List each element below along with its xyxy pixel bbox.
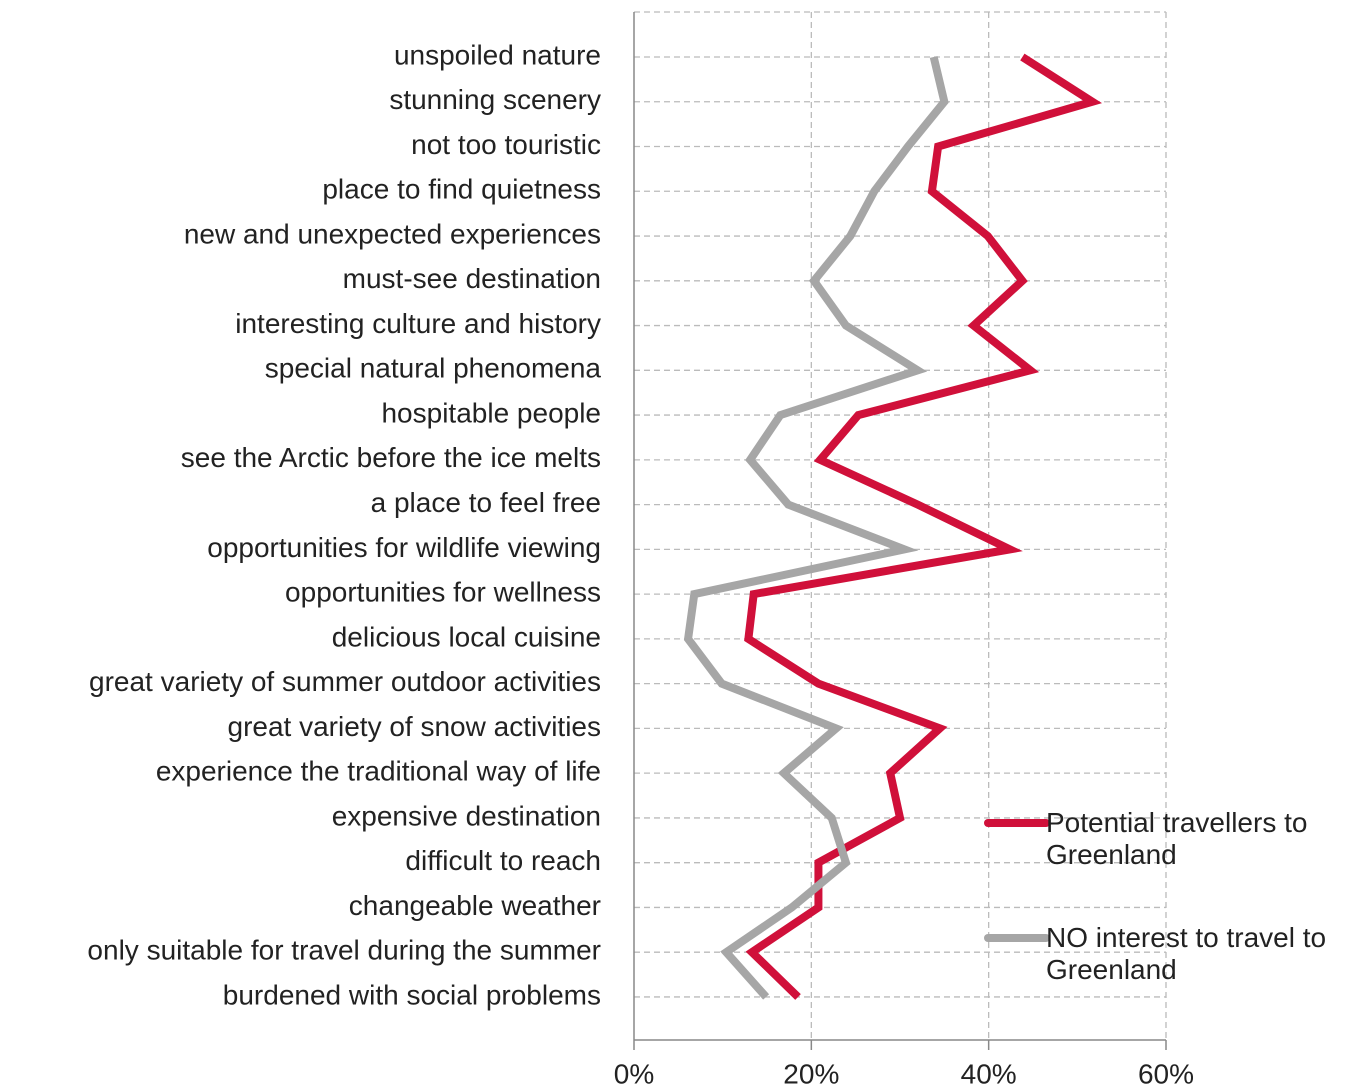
category-label: a place to feel free — [371, 487, 601, 518]
category-label: opportunities for wellness — [285, 577, 601, 608]
category-label: expensive destination — [332, 800, 601, 831]
series-line — [683, 56, 949, 1000]
category-label: burdened with social problems — [223, 979, 601, 1010]
category-label: hospitable people — [381, 397, 601, 428]
category-label: not too touristic — [411, 129, 601, 160]
legend-label: Potential travellers to Greenland — [1046, 807, 1308, 870]
category-label: new and unexpected experiences — [184, 218, 601, 249]
category-label: great variety of summer outdoor activiti… — [89, 666, 601, 697]
legend-label: NO interest to travel to Greenland — [1046, 922, 1327, 985]
category-label: changeable weather — [349, 890, 601, 921]
x-tick-label: 0% — [614, 1058, 654, 1089]
category-label: experience the traditional way of life — [156, 756, 601, 787]
category-label: difficult to reach — [405, 845, 601, 876]
category-label: only suitable for travel during the summ… — [87, 935, 601, 966]
category-label: stunning scenery — [389, 84, 601, 115]
category-label: place to find quietness — [322, 174, 601, 205]
category-label: unspoiled nature — [394, 39, 601, 70]
category-label: special natural phenomena — [265, 353, 602, 384]
x-tick-label: 20% — [783, 1058, 839, 1089]
category-label: interesting culture and history — [235, 308, 601, 339]
series-line — [744, 53, 1103, 1000]
category-label: delicious local cuisine — [332, 621, 601, 652]
category-label: see the Arctic before the ice melts — [181, 442, 601, 473]
x-tick-label: 40% — [961, 1058, 1017, 1089]
category-label: must-see destination — [343, 263, 601, 294]
category-label: opportunities for wildlife viewing — [207, 532, 601, 563]
x-tick-label: 60% — [1138, 1058, 1194, 1089]
category-label: great variety of snow activities — [228, 711, 602, 742]
